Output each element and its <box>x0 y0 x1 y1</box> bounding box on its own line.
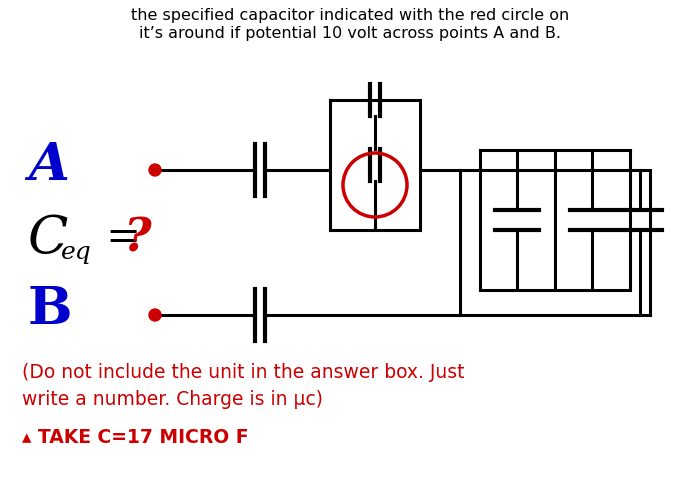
Text: A: A <box>28 139 69 190</box>
Text: =: = <box>93 217 154 259</box>
Circle shape <box>149 164 161 176</box>
Text: (Do not include the unit in the answer box. Just: (Do not include the unit in the answer b… <box>22 363 465 382</box>
Text: eq: eq <box>61 241 92 263</box>
Circle shape <box>149 309 161 321</box>
Text: B: B <box>28 285 73 335</box>
Text: C: C <box>28 212 69 263</box>
Text: ▴ TAKE C=17 MICRO F: ▴ TAKE C=17 MICRO F <box>22 428 248 447</box>
Text: it’s around if potential 10 volt across points A and B.: it’s around if potential 10 volt across … <box>139 26 561 41</box>
Text: the specified capacitor indicated with the red circle on: the specified capacitor indicated with t… <box>131 8 569 23</box>
Text: write a number. Charge is in μc): write a number. Charge is in μc) <box>22 390 323 409</box>
Text: ?: ? <box>123 215 150 261</box>
